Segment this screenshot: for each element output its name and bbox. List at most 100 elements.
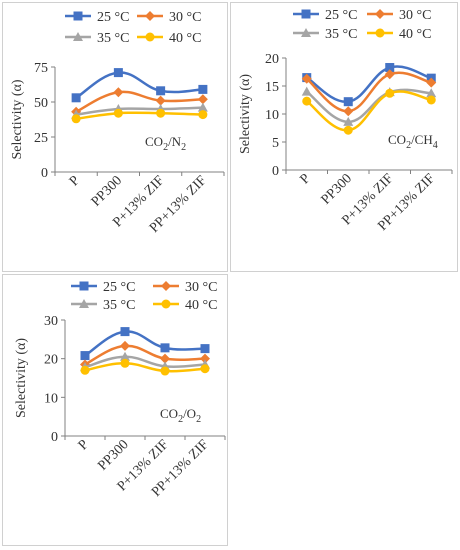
data-point: [343, 106, 354, 117]
legend-marker: [79, 281, 89, 291]
series: [302, 63, 436, 107]
y-tick-label: 30: [44, 314, 58, 329]
y-tick-label: 20: [265, 52, 279, 67]
series-line: [75, 90, 203, 113]
data-point: [200, 344, 210, 354]
data-point: [301, 73, 312, 84]
data-point: [197, 94, 208, 105]
legend-label: 30 °C: [185, 280, 217, 295]
data-point: [426, 95, 436, 105]
chart-panel-co2-n2: 25 °C 30 °C 35 °C 40 °C 0 25 50 75 Selectivity (…: [2, 2, 228, 272]
chart-co2-o2: 25 °C 30 °C 35 °C 40 °C 0 10 20 30 Selectivity (…: [14, 280, 226, 500]
data-point: [155, 95, 166, 106]
legend-marker: [375, 28, 385, 38]
legend-item: 40 °C: [137, 31, 201, 46]
legend-marker: [161, 281, 171, 291]
series: [80, 358, 210, 376]
data-point: [160, 366, 170, 376]
y-tick-label: 5: [272, 136, 279, 151]
legend-marker: [73, 11, 83, 21]
series-line: [84, 344, 206, 366]
x-tick-label: P: [76, 437, 92, 453]
series-line: [84, 362, 206, 373]
y-tick-label: 10: [265, 108, 279, 123]
legend-item: 40 °C: [367, 27, 431, 42]
series-line: [84, 330, 206, 357]
x-tick-label: PP300: [95, 437, 131, 473]
y-tick-label: 25: [34, 131, 48, 146]
data-point: [301, 86, 312, 96]
data-point: [120, 358, 130, 368]
y-tick-label: 20: [44, 353, 58, 368]
legend-marker: [301, 9, 311, 19]
gas-pair-label: CO2/N2: [145, 134, 186, 153]
y-tick-label: 50: [34, 96, 48, 111]
x-tick-label: PP300: [319, 171, 355, 207]
legend-label: 40 °C: [185, 298, 217, 313]
series-line: [75, 111, 203, 121]
legend-marker: [145, 32, 155, 42]
legend-label: 40 °C: [169, 31, 201, 46]
legend-label: 35 °C: [97, 31, 129, 46]
y-axis: 0 5 10 15 20: [265, 52, 287, 179]
y-axis: 0 25 50 75: [34, 61, 56, 181]
series: [80, 340, 210, 370]
legend-item: 40 °C: [153, 298, 217, 313]
series-line: [75, 71, 203, 99]
series-line: [84, 355, 206, 369]
series: [71, 108, 208, 124]
series-line: [305, 88, 432, 124]
series-line: [305, 90, 432, 132]
legend: 25 °C 30 °C 35 °C 40 °C: [71, 280, 217, 313]
x-tick-label: P: [67, 173, 83, 189]
legend-item: 30 °C: [367, 8, 431, 23]
legend-label: 35 °C: [325, 27, 357, 42]
data-point: [426, 88, 437, 98]
legend-label: 25 °C: [325, 8, 357, 23]
legend-item: 30 °C: [137, 10, 201, 25]
data-point: [200, 353, 210, 364]
legend-marker: [161, 299, 171, 309]
legend-item: 25 °C: [293, 8, 357, 23]
data-point: [343, 125, 353, 135]
legend-label: 25 °C: [103, 280, 135, 295]
data-point: [160, 353, 170, 364]
data-point: [113, 87, 124, 98]
legend-item: 35 °C: [71, 298, 135, 313]
data-point: [113, 108, 123, 118]
y-tick-label: 0: [272, 164, 279, 179]
legend-label: 35 °C: [103, 298, 135, 313]
chart-co2-n2: 25 °C 30 °C 35 °C 40 °C 0 25 50 75 Selectivity (…: [10, 10, 225, 236]
data-point: [120, 340, 130, 351]
legend-item: 35 °C: [293, 27, 357, 42]
y-tick-label: 0: [51, 430, 58, 445]
series-line: [75, 106, 203, 116]
legend-item: 35 °C: [65, 31, 129, 46]
series-line: [306, 65, 432, 103]
x-tick-label: P: [297, 171, 313, 187]
data-point: [71, 93, 81, 103]
data-point: [302, 96, 312, 106]
data-point: [156, 108, 166, 118]
data-point: [113, 68, 123, 78]
chart-co2-ch4: 25 °C 30 °C 35 °C 40 °C 0 5 10 15 20 Selectivity …: [238, 8, 453, 234]
series: [80, 327, 210, 361]
data-point: [160, 343, 170, 353]
data-point: [426, 77, 437, 88]
data-point: [343, 97, 353, 107]
legend-label: 25 °C: [97, 10, 129, 25]
y-axis-label: Selectivity (α): [10, 79, 25, 159]
y-tick-label: 0: [41, 166, 48, 181]
legend-label: 40 °C: [399, 27, 431, 42]
gas-pair-label: CO2/CH4: [388, 132, 438, 151]
legend-marker: [301, 28, 311, 37]
data-point: [198, 110, 208, 120]
legend-label: 30 °C: [399, 8, 431, 23]
legend-marker: [375, 9, 385, 19]
y-axis-label: Selectivity (α): [14, 338, 29, 418]
data-point: [343, 116, 354, 126]
data-point: [120, 327, 130, 337]
series: [302, 88, 436, 135]
